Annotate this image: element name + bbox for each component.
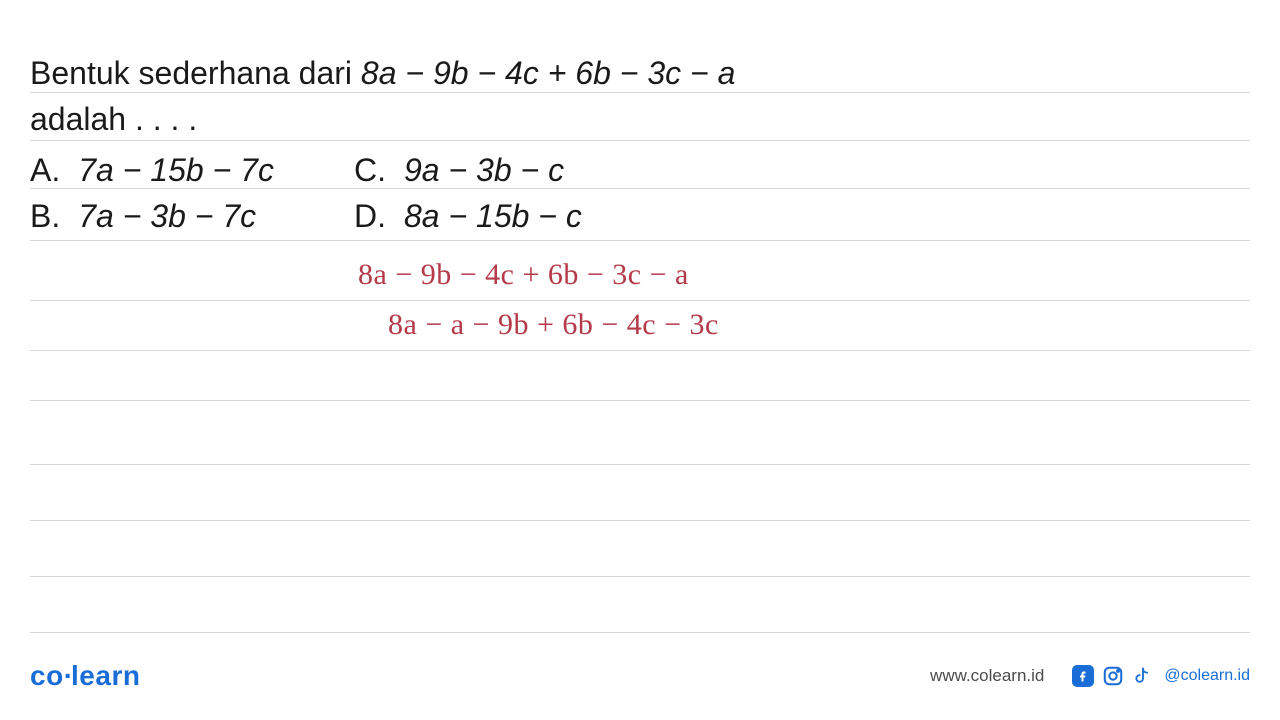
option-c-value: 9a − 3b − c xyxy=(404,147,564,193)
ruled-line xyxy=(30,464,1250,465)
question-line-1: Bentuk sederhana dari 8a − 9b − 4c + 6b … xyxy=(30,50,1250,96)
ruled-line xyxy=(30,576,1250,577)
options-left-column: A. 7a − 15b − 7c B. 7a − 3b − 7c xyxy=(30,147,274,240)
logo-dot: · xyxy=(64,660,71,691)
tiktok-icon xyxy=(1132,665,1154,687)
question-expression: 8a − 9b − 4c + 6b − 3c − a xyxy=(361,55,736,91)
option-a-label: A. xyxy=(30,147,60,193)
option-d-value: 8a − 15b − c xyxy=(404,193,582,239)
instagram-icon xyxy=(1102,665,1124,687)
option-d: D. 8a − 15b − c xyxy=(354,193,582,239)
option-b-value: 7a − 3b − 7c xyxy=(78,193,256,239)
ruled-line xyxy=(30,350,1250,351)
logo-text-learn: learn xyxy=(71,660,140,691)
ruled-line xyxy=(30,240,1250,241)
option-c-label: C. xyxy=(354,147,386,193)
ruled-line xyxy=(30,400,1250,401)
footer-right: www.colearn.id @colearn.id xyxy=(930,665,1250,687)
option-a-value: 7a − 15b − 7c xyxy=(78,147,274,193)
social-links: @colearn.id xyxy=(1072,665,1250,687)
question-prefix: Bentuk sederhana dari xyxy=(30,55,361,91)
facebook-icon xyxy=(1072,665,1094,687)
worksheet-page: Bentuk sederhana dari 8a − 9b − 4c + 6b … xyxy=(0,0,1280,720)
ruled-line xyxy=(30,520,1250,521)
ruled-line xyxy=(30,300,1250,301)
question-content: Bentuk sederhana dari 8a − 9b − 4c + 6b … xyxy=(30,0,1250,240)
options-grid: A. 7a − 15b − 7c B. 7a − 3b − 7c C. 9a −… xyxy=(30,147,1250,240)
social-handle: @colearn.id xyxy=(1164,667,1250,685)
colearn-logo: co·learn xyxy=(30,660,140,692)
option-d-label: D. xyxy=(354,193,386,239)
website-url: www.colearn.id xyxy=(930,666,1044,686)
handwritten-step-1: 8a − 9b − 4c + 6b − 3c − a xyxy=(358,258,689,292)
options-right-column: C. 9a − 3b − c D. 8a − 15b − c xyxy=(354,147,582,240)
option-a: A. 7a − 15b − 7c xyxy=(30,147,274,193)
ruled-line xyxy=(30,632,1250,633)
logo-text-co: co xyxy=(30,660,64,691)
option-c: C. 9a − 3b − c xyxy=(354,147,582,193)
option-b-label: B. xyxy=(30,193,60,239)
handwritten-step-2: 8a − a − 9b + 6b − 4c − 3c xyxy=(388,308,719,342)
page-footer: co·learn www.colearn.id @colearn.id xyxy=(30,660,1250,692)
option-b: B. 7a − 3b − 7c xyxy=(30,193,274,239)
question-line-2: adalah . . . . xyxy=(30,96,1250,142)
